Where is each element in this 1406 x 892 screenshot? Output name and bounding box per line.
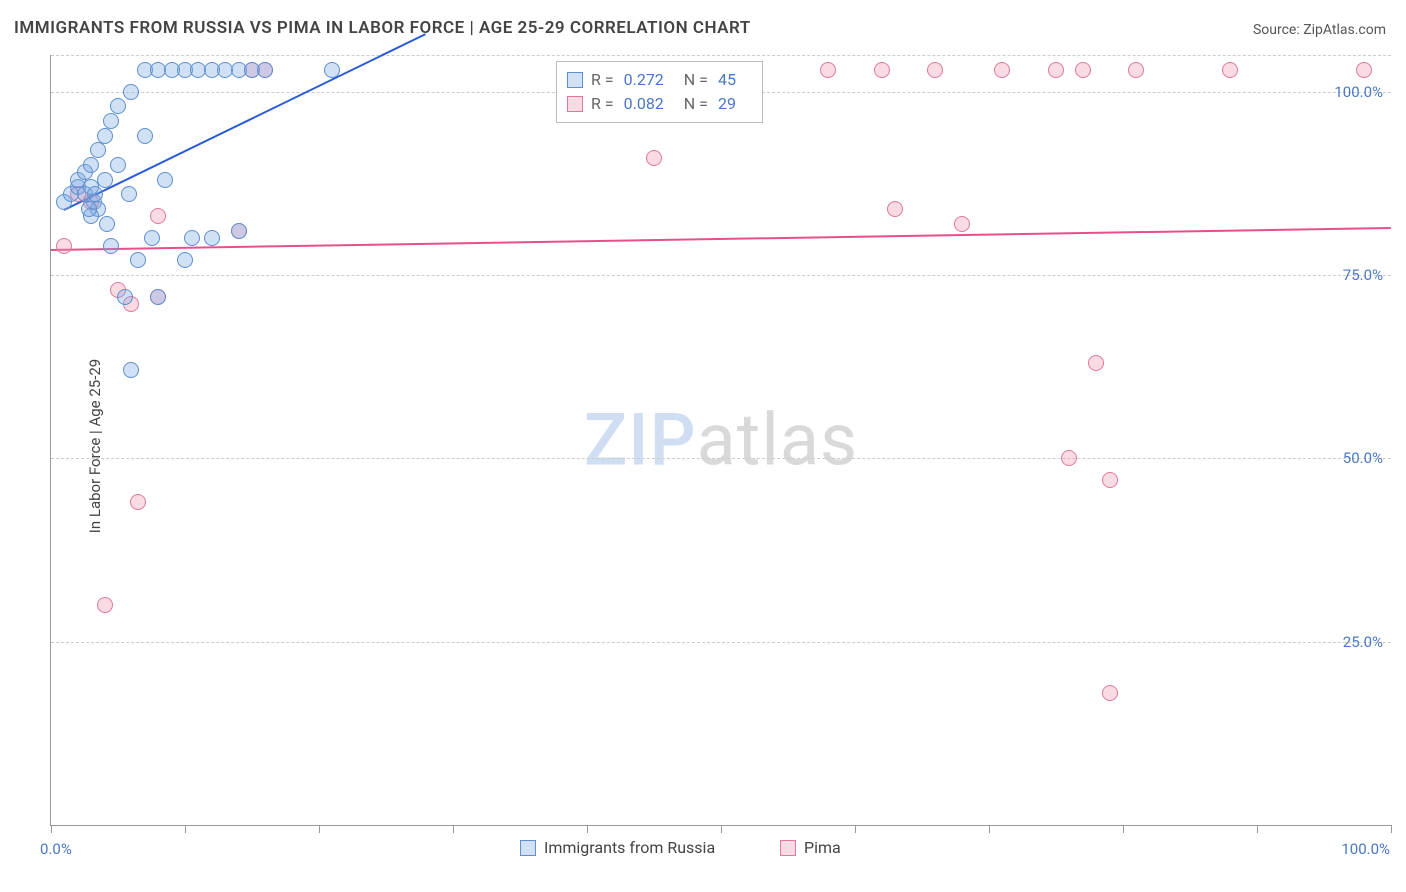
data-point-russia xyxy=(110,157,126,173)
gridline-h xyxy=(51,275,1391,276)
data-point-russia xyxy=(130,252,146,268)
data-point-russia xyxy=(137,128,153,144)
data-point-pima xyxy=(1048,62,1064,78)
data-point-russia xyxy=(90,142,106,158)
legend-swatch-b xyxy=(567,96,583,112)
legend-swatch-a xyxy=(520,840,536,856)
data-point-russia xyxy=(204,230,220,246)
legend-swatch-a xyxy=(567,72,583,88)
y-tick-label: 50.0% xyxy=(1343,449,1383,467)
r-label: R = xyxy=(591,92,614,116)
data-point-russia xyxy=(97,128,113,144)
data-point-pima xyxy=(874,62,890,78)
x-tick xyxy=(319,825,320,833)
watermark: ZIPatlas xyxy=(584,398,858,483)
data-point-russia xyxy=(121,186,137,202)
source-label: Source: xyxy=(1253,22,1303,38)
chart-title: IMMIGRANTS FROM RUSSIA VS PIMA IN LABOR … xyxy=(14,18,751,38)
x-tick xyxy=(587,825,588,833)
data-point-russia xyxy=(117,289,133,305)
data-point-russia xyxy=(83,157,99,173)
data-point-pima xyxy=(56,238,72,254)
data-point-pima xyxy=(1075,62,1091,78)
n-label: N = xyxy=(684,68,708,92)
data-point-russia xyxy=(144,230,160,246)
data-point-pima xyxy=(1102,472,1118,488)
data-point-pima xyxy=(954,216,970,232)
data-point-pima xyxy=(887,201,903,217)
x-tick xyxy=(453,825,454,833)
data-point-russia xyxy=(123,84,139,100)
legend-label-a: Immigrants from Russia xyxy=(544,838,715,857)
data-point-russia xyxy=(150,289,166,305)
data-point-russia xyxy=(103,238,119,254)
data-point-russia xyxy=(87,186,103,202)
x-tick xyxy=(1257,825,1258,833)
data-point-russia xyxy=(81,201,97,217)
gridline-h xyxy=(51,55,1391,56)
plot-area: ZIPatlas 25.0% 50.0% 75.0% 100.0% R = 0.272… xyxy=(50,55,1391,826)
legend-series-a: Immigrants from Russia xyxy=(520,838,715,857)
legend-swatch-b xyxy=(780,840,796,856)
x-tick xyxy=(185,825,186,833)
legend-label-b: Pima xyxy=(804,838,841,857)
data-point-pima xyxy=(1061,450,1077,466)
n-value-b: 29 xyxy=(718,92,736,116)
data-point-russia xyxy=(177,252,193,268)
data-point-pima xyxy=(150,208,166,224)
data-point-pima xyxy=(97,597,113,613)
data-point-pima xyxy=(994,62,1010,78)
x-tick xyxy=(989,825,990,833)
stats-row-series-a: R = 0.272 N = 45 xyxy=(567,68,748,92)
x-tick xyxy=(1391,825,1392,833)
data-point-russia xyxy=(123,362,139,378)
correlation-stats-box: R = 0.272 N = 45 R = 0.082 N = 29 xyxy=(556,61,763,123)
x-axis-max-label: 100.0% xyxy=(1341,840,1390,858)
trend-line xyxy=(51,227,1391,251)
data-point-pima xyxy=(1088,355,1104,371)
x-tick xyxy=(721,825,722,833)
source-attribution: Source: ZipAtlas.com xyxy=(1253,22,1386,38)
stats-row-series-b: R = 0.082 N = 29 xyxy=(567,92,748,116)
y-tick-label: 100.0% xyxy=(1334,83,1383,101)
data-point-pima xyxy=(1222,62,1238,78)
data-point-pima xyxy=(646,150,662,166)
x-tick xyxy=(855,825,856,833)
x-tick xyxy=(1123,825,1124,833)
data-point-pima xyxy=(130,494,146,510)
gridline-h xyxy=(51,458,1391,459)
n-label: N = xyxy=(684,92,708,116)
data-point-russia xyxy=(184,230,200,246)
data-point-pima xyxy=(1102,685,1118,701)
x-tick xyxy=(51,825,52,833)
y-tick-label: 25.0% xyxy=(1343,633,1383,651)
watermark-atlas: atlas xyxy=(697,398,859,483)
y-tick-label: 75.0% xyxy=(1343,266,1383,284)
data-point-russia xyxy=(110,98,126,114)
data-point-pima xyxy=(927,62,943,78)
r-value-a: 0.272 xyxy=(624,68,664,92)
x-axis-min-label: 0.0% xyxy=(40,840,72,858)
n-value-a: 45 xyxy=(718,68,736,92)
data-point-pima xyxy=(1356,62,1372,78)
data-point-russia xyxy=(231,223,247,239)
watermark-zip: ZIP xyxy=(584,398,697,483)
source-value: ZipAtlas.com xyxy=(1303,22,1386,38)
data-point-pima xyxy=(820,62,836,78)
data-point-russia xyxy=(257,62,273,78)
data-point-russia xyxy=(103,113,119,129)
data-point-russia xyxy=(97,172,113,188)
data-point-russia xyxy=(324,62,340,78)
r-label: R = xyxy=(591,68,614,92)
data-point-pima xyxy=(1128,62,1144,78)
data-point-russia xyxy=(157,172,173,188)
legend-series-b: Pima xyxy=(780,838,841,857)
data-point-russia xyxy=(99,216,115,232)
r-value-b: 0.082 xyxy=(624,92,664,116)
gridline-h xyxy=(51,642,1391,643)
